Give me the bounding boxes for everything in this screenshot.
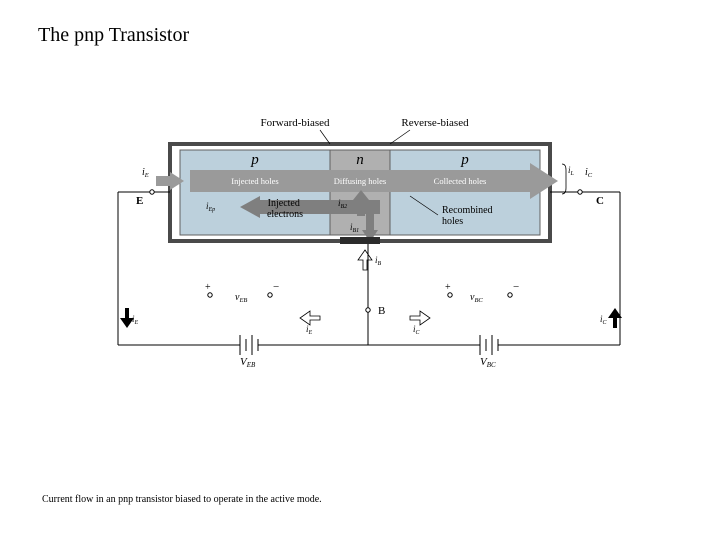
vbc-plus: + bbox=[445, 282, 451, 293]
terminal-b: B bbox=[378, 305, 385, 317]
VBC-battery-label: VBC bbox=[480, 356, 496, 369]
veb-plus: + bbox=[205, 282, 211, 293]
terminal-c: C bbox=[596, 195, 604, 207]
VEB-battery-label: VEB bbox=[240, 356, 256, 369]
injected-holes-label: Injected holes bbox=[231, 176, 278, 186]
label-p-emitter: p bbox=[250, 152, 259, 168]
forward-bias-label: Forward-biased bbox=[260, 117, 330, 129]
ie-rail-label: iE bbox=[306, 324, 313, 336]
ic-label: iC bbox=[585, 167, 593, 179]
label-n-base: n bbox=[356, 152, 364, 168]
collected-holes-label: Collected holes bbox=[434, 176, 487, 186]
ic-rail-arrow bbox=[410, 311, 430, 325]
base-contact bbox=[340, 237, 380, 244]
ie-rail-arrow bbox=[300, 311, 320, 325]
ib-wire-label: iB bbox=[375, 255, 382, 267]
veb-minus: − bbox=[273, 281, 279, 293]
page-title: The pnp Transistor bbox=[38, 24, 189, 47]
ic-rail-label: iC bbox=[413, 324, 421, 336]
il-bracket bbox=[562, 164, 566, 194]
diffusing-holes-label: Diffusing holes bbox=[334, 176, 387, 186]
vbc-label: vBC bbox=[470, 292, 483, 304]
figure-caption: Current flow in an pnp transistor biased… bbox=[42, 494, 322, 505]
ic-wire-label: iC bbox=[600, 314, 608, 326]
transistor-diagram: p n p Forward-biased Reverse-biased Inje… bbox=[110, 110, 630, 390]
vbc-minus: − bbox=[513, 281, 519, 293]
reverse-bias-label: Reverse-biased bbox=[401, 117, 469, 129]
label-p-collector: p bbox=[460, 152, 469, 168]
veb-label: vEB bbox=[235, 292, 247, 304]
terminal-e: E bbox=[136, 195, 143, 207]
ie-label: iE bbox=[142, 167, 149, 179]
ie-wire-label: iE bbox=[132, 314, 139, 326]
il-label: iL bbox=[568, 165, 575, 177]
injected-electrons-label: Injected electrons bbox=[267, 198, 303, 220]
ib-wire-arrow bbox=[358, 250, 372, 270]
